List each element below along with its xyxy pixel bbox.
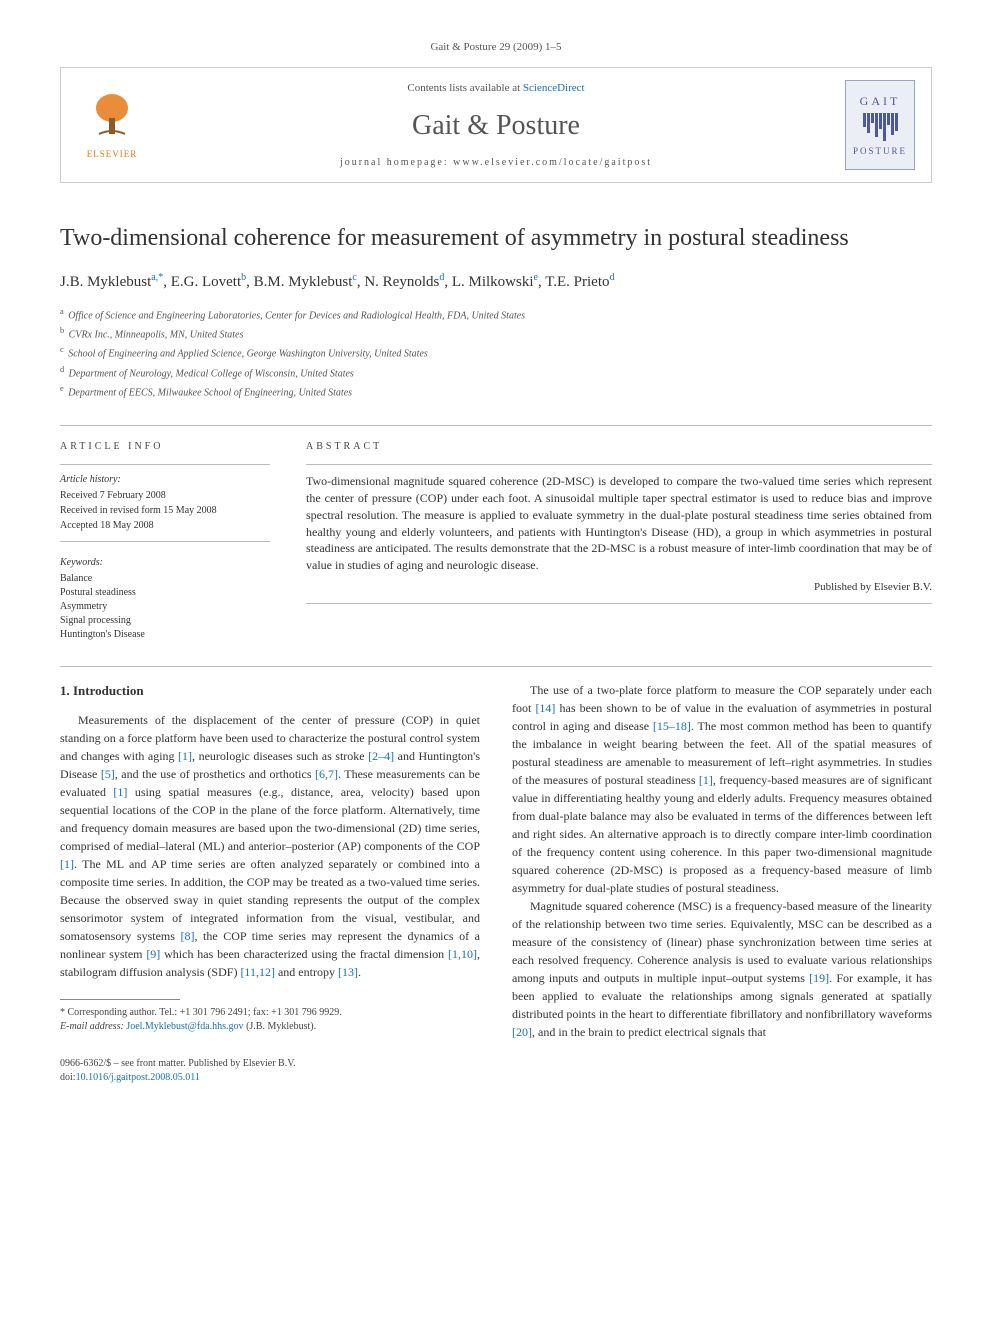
body-columns: 1. Introduction Measurements of the disp…: [60, 681, 932, 1041]
elsevier-tree-icon: [87, 90, 137, 146]
author: B.M. Myklebustc: [254, 274, 357, 290]
abstract-publisher: Published by Elsevier B.V.: [306, 580, 932, 595]
affiliation: b CVRx Inc., Minneapolis, MN, United Sta…: [60, 324, 932, 343]
affiliation: a Office of Science and Engineering Labo…: [60, 305, 932, 324]
doi-line: doi:10.1016/j.gaitpost.2008.05.011: [60, 1071, 932, 1085]
cover-title: GAIT: [860, 93, 901, 110]
section-divider: [60, 666, 932, 667]
keyword: Balance: [60, 572, 270, 586]
info-abstract-row: ARTICLE INFO Article history: Received 7…: [60, 440, 932, 642]
doi-link[interactable]: 10.1016/j.gaitpost.2008.05.011: [76, 1072, 200, 1083]
ref-link[interactable]: [9]: [146, 947, 160, 961]
abstract-text: Two-dimensional magnitude squared cohere…: [306, 473, 932, 574]
copyright-line: 0966-6362/$ – see front matter. Publishe…: [60, 1057, 932, 1071]
contents-line: Contents lists available at ScienceDirec…: [159, 81, 833, 96]
keywords-list: BalancePostural steadinessAsymmetrySigna…: [60, 572, 270, 642]
revised-date: Received in revised form 15 May 2008: [60, 504, 270, 518]
cover-subtitle: POSTURE: [853, 145, 907, 158]
journal-name: Gait & Posture: [159, 106, 833, 145]
elsevier-brand-text: ELSEVIER: [87, 148, 138, 161]
author: E.G. Lovettb: [171, 274, 246, 290]
ref-link[interactable]: [2–4]: [368, 749, 394, 763]
ref-link[interactable]: [13]: [338, 965, 358, 979]
ref-link[interactable]: [1]: [178, 749, 192, 763]
sciencedirect-link[interactable]: ScienceDirect: [523, 82, 585, 94]
author: N. Reynoldsd: [364, 274, 444, 290]
journal-cover-thumbnail: GAIT POSTURE: [845, 80, 915, 170]
ref-link[interactable]: [5]: [101, 767, 115, 781]
intro-paragraph-2: The use of a two-plate force platform to…: [512, 681, 932, 897]
article-info-label: ARTICLE INFO: [60, 440, 270, 454]
contents-prefix: Contents lists available at: [407, 82, 522, 94]
corr-author-line: * Corresponding author. Tel.: +1 301 796…: [60, 1006, 480, 1020]
abstract: ABSTRACT Two-dimensional magnitude squar…: [306, 440, 932, 642]
ref-link[interactable]: [11,12]: [240, 965, 275, 979]
elsevier-logo: ELSEVIER: [77, 85, 147, 165]
affiliation: d Department of Neurology, Medical Colle…: [60, 363, 932, 382]
ref-link[interactable]: [19]: [809, 971, 829, 985]
homepage-url: www.elsevier.com/locate/gaitpost: [453, 157, 652, 168]
keyword: Postural steadiness: [60, 586, 270, 600]
corresponding-author-footnote: * Corresponding author. Tel.: +1 301 796…: [60, 1006, 480, 1034]
accepted-date: Accepted 18 May 2008: [60, 519, 270, 533]
corr-email-line: E-mail address: Joel.Myklebust@fda.hhs.g…: [60, 1020, 480, 1034]
affiliation-list: a Office of Science and Engineering Labo…: [60, 305, 932, 402]
ref-link[interactable]: [1]: [60, 857, 74, 871]
article-title: Two-dimensional coherence for measuremen…: [60, 223, 932, 254]
author: J.B. Myklebusta,*: [60, 274, 163, 290]
journal-header: ELSEVIER Contents lists available at Sci…: [60, 67, 932, 183]
author: L. Milkowskie: [452, 274, 538, 290]
ref-link[interactable]: [6,7]: [315, 767, 338, 781]
keyword: Huntington's Disease: [60, 628, 270, 642]
keywords-label: Keywords:: [60, 556, 270, 570]
homepage-label: journal homepage:: [340, 157, 453, 168]
section-heading-intro: 1. Introduction: [60, 681, 480, 701]
corr-email-link[interactable]: Joel.Myklebust@fda.hhs.gov: [126, 1021, 243, 1032]
intro-paragraph-1: Measurements of the displacement of the …: [60, 711, 480, 981]
abstract-label: ABSTRACT: [306, 440, 932, 454]
ref-link[interactable]: [15–18]: [653, 719, 691, 733]
journal-reference: Gait & Posture 29 (2009) 1–5: [60, 40, 932, 55]
keyword: Asymmetry: [60, 600, 270, 614]
ref-link[interactable]: [1]: [113, 785, 127, 799]
intro-paragraph-3: Magnitude squared coherence (MSC) is a f…: [512, 897, 932, 1041]
section-divider: [60, 425, 932, 426]
footnote-rule: [60, 999, 180, 1000]
copyright-block: 0966-6362/$ – see front matter. Publishe…: [60, 1057, 932, 1085]
ref-link[interactable]: [1,10]: [448, 947, 477, 961]
affiliation: c School of Engineering and Applied Scie…: [60, 343, 932, 362]
received-date: Received 7 February 2008: [60, 489, 270, 503]
history-label: Article history:: [60, 473, 270, 487]
author-list: J.B. Myklebusta,*, E.G. Lovettb, B.M. My…: [60, 271, 932, 293]
ref-link[interactable]: [1]: [699, 773, 713, 787]
journal-homepage: journal homepage: www.elsevier.com/locat…: [159, 156, 833, 170]
ref-link[interactable]: [14]: [535, 701, 555, 715]
ref-link[interactable]: [20]: [512, 1025, 532, 1039]
keyword: Signal processing: [60, 614, 270, 628]
affiliation: e Department of EECS, Milwaukee School o…: [60, 382, 932, 401]
header-center: Contents lists available at ScienceDirec…: [159, 81, 833, 170]
author: T.E. Prietod: [545, 274, 614, 290]
cover-bars-icon: [863, 113, 898, 141]
ref-link[interactable]: [8]: [180, 929, 194, 943]
article-info: ARTICLE INFO Article history: Received 7…: [60, 440, 270, 642]
